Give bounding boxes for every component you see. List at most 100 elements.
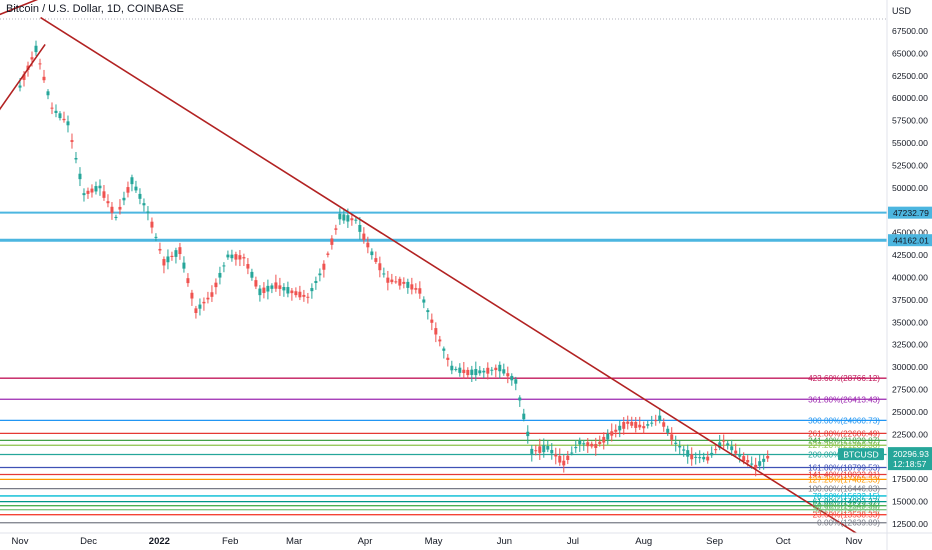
x-tick-label: Nov <box>12 536 29 547</box>
candle-body <box>406 281 410 288</box>
x-tick-label: 2022 <box>149 536 170 547</box>
candle-body <box>234 254 238 260</box>
candle-body <box>394 281 398 283</box>
fib-level-label: 100.00%(16446.83) <box>808 485 880 494</box>
candle-body <box>562 460 566 466</box>
candle-body <box>78 173 82 180</box>
fib-level-label: 127.20%(17482.33) <box>808 475 880 484</box>
trendline-downtrend <box>40 16 858 533</box>
candle-body <box>502 369 506 374</box>
candle-body <box>750 463 754 465</box>
candle-body <box>182 262 186 269</box>
fib-level-label: 0.00%(12639.89) <box>817 519 880 528</box>
candle-body <box>110 206 114 213</box>
candle-body <box>262 287 266 293</box>
countdown-text: 12:18:57 <box>893 459 927 469</box>
candle-body <box>642 426 646 429</box>
candle-body <box>178 247 182 255</box>
fib-level-label: 300.00%(24060.73) <box>808 416 880 425</box>
candle-body <box>254 280 258 287</box>
candle-body <box>434 328 438 335</box>
candle-body <box>558 455 562 463</box>
candle-body <box>322 263 326 270</box>
candle-body <box>154 236 158 238</box>
candle-body <box>134 186 138 191</box>
candle-body <box>90 188 94 193</box>
candle-body <box>346 215 350 222</box>
candle-body <box>618 425 622 431</box>
fib-level-label: 141.40%(18022.91) <box>808 470 880 479</box>
fib-level-label: 227.20%(21289.38) <box>808 441 880 450</box>
candle-body <box>174 250 178 257</box>
candle-body <box>294 291 298 296</box>
candle-body <box>738 455 742 457</box>
candle-body <box>18 85 22 88</box>
candle-body <box>194 308 198 314</box>
candle-body <box>766 456 770 459</box>
candle-body <box>386 277 390 283</box>
fib-level-label: 261.80%(22606.49) <box>808 429 880 438</box>
y-tick-label: 15000.00 <box>892 497 928 507</box>
fib-level-label: 78.60%(15632.15) <box>813 492 881 501</box>
y-tick-label: 55000.00 <box>892 138 928 148</box>
candle-body <box>458 367 462 373</box>
candle-body <box>82 193 86 196</box>
y-tick-label: 42500.00 <box>892 250 928 260</box>
candle-body <box>446 357 450 360</box>
candle-body <box>622 422 626 429</box>
x-tick-label: Dec <box>80 536 97 547</box>
candle-body <box>602 436 606 443</box>
candle-body <box>362 233 366 240</box>
candle-body <box>730 446 734 451</box>
y-tick-label: 40000.00 <box>892 273 928 283</box>
fib-level-label: 361.80%(26413.43) <box>808 395 880 404</box>
candle-body <box>122 197 126 201</box>
candle-body <box>650 422 654 424</box>
candle-body <box>506 373 510 377</box>
candle-body <box>166 256 170 263</box>
candle-body <box>758 461 762 466</box>
candle-body <box>598 441 602 445</box>
candle-body <box>366 242 370 248</box>
candle-body <box>742 456 746 462</box>
candle-body <box>370 251 374 256</box>
candle-body <box>714 449 718 451</box>
candle-body <box>762 458 766 462</box>
candle-body <box>270 285 274 289</box>
candle-body <box>378 263 382 271</box>
symbol-title: Bitcoin / U.S. Dollar, 1D, COINBASE <box>6 3 184 15</box>
candle-body <box>526 431 530 437</box>
x-tick-label: Aug <box>635 536 652 547</box>
candle-body <box>422 299 426 303</box>
candle-body <box>330 238 334 245</box>
candle-body <box>746 460 750 463</box>
y-tick-label: 37500.00 <box>892 295 928 305</box>
candle-body <box>402 281 406 284</box>
candle-body <box>86 190 90 194</box>
candle-body <box>754 464 758 469</box>
candle-body <box>222 265 226 267</box>
candle-body <box>430 319 434 323</box>
candle-body <box>490 369 494 371</box>
candle-body <box>74 158 78 160</box>
candle-body <box>582 443 586 445</box>
candle-body <box>246 264 250 269</box>
candle-body <box>198 304 202 309</box>
candle-body <box>218 272 222 278</box>
currency-label: USD <box>892 6 912 16</box>
plot-area <box>0 0 887 533</box>
candle-body <box>710 452 714 456</box>
candle-body <box>302 294 306 297</box>
last-price-text: 20296.93 <box>893 449 929 459</box>
candle-body <box>206 297 210 300</box>
candle-body <box>498 364 502 372</box>
candle-body <box>338 213 342 220</box>
x-tick-label: Sep <box>706 536 723 547</box>
candle-body <box>662 422 666 427</box>
candle-body <box>342 214 346 221</box>
candle-body <box>438 339 442 342</box>
candle-body <box>126 187 130 193</box>
candle-body <box>686 450 690 457</box>
candle-body <box>690 454 694 460</box>
